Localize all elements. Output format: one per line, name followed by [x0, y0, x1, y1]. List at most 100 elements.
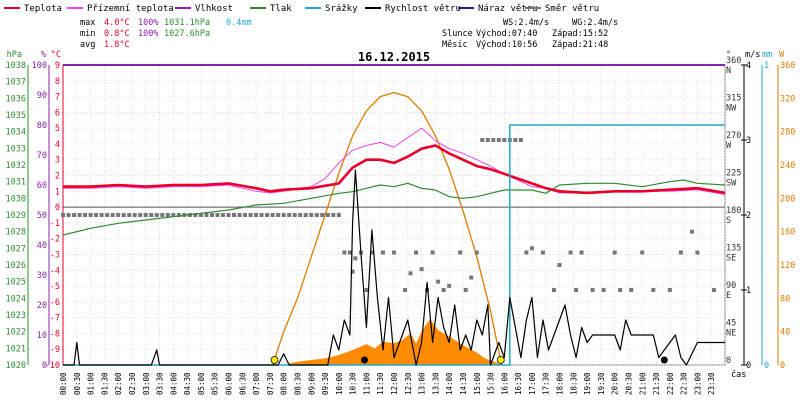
direction-tick-label: 90 — [726, 281, 736, 291]
direction-tick-label: 225 — [726, 169, 741, 179]
wind-direction-marker — [61, 213, 65, 217]
pressure-tick-label: 1029 — [6, 211, 26, 221]
wind-direction-marker — [458, 250, 463, 255]
temperature-tick-label: 0 — [55, 203, 60, 213]
wind-direction-marker — [243, 213, 248, 217]
sun-marker — [496, 356, 505, 364]
x-tick-label: 05:00 — [197, 372, 206, 395]
wind-direction-marker — [132, 213, 137, 217]
legend-label: Teplota — [24, 4, 62, 14]
solar-tick-label: 200 — [780, 194, 795, 204]
wind-direction-marker — [83, 213, 88, 217]
direction-compass-label: W — [726, 141, 732, 151]
wind-speed-stat: WS:2.4m/s — [503, 18, 549, 28]
x-tick-label: 04:00 — [169, 372, 178, 395]
x-tick-label: 14:30 — [459, 372, 468, 395]
wind-direction-marker — [678, 250, 683, 255]
solar-tick-label: 360 — [780, 61, 795, 71]
moon-rise: Východ:10:56 — [476, 40, 537, 50]
x-tick-label: 03:30 — [156, 372, 165, 395]
humidity-tick-label: 10 — [37, 331, 47, 341]
temperature-tick-label: 6 — [55, 108, 60, 118]
sun-marker — [270, 356, 279, 364]
humidity-unit: % — [41, 50, 46, 60]
wind-direction-marker — [149, 213, 154, 217]
sun-set: Západ:15:52 — [552, 29, 608, 39]
wind-direction-marker — [441, 288, 446, 292]
wind-direction-marker — [270, 213, 275, 217]
wind-direction-marker — [143, 213, 148, 217]
solar-measured-area — [283, 319, 502, 365]
pressure-tick-label: 1038 — [6, 61, 26, 71]
direction-compass-label: N — [726, 66, 731, 76]
x-tick-label: 01:30 — [100, 372, 109, 395]
solar-unit: W — [779, 50, 785, 60]
x-tick-label: 02:00 — [114, 372, 123, 395]
wind-direction-marker — [276, 213, 281, 217]
humidity-tick-label: 70 — [37, 151, 47, 161]
wind-direction-marker — [369, 250, 374, 255]
x-tick-label: 09:00 — [307, 372, 316, 395]
wind-direction-marker — [711, 288, 716, 292]
wind-direction-marker — [248, 213, 253, 217]
stats-temp: 1.8°C — [104, 40, 130, 50]
wind-direction-marker — [105, 213, 110, 217]
wind-speed-tick-label: 1 — [746, 286, 751, 296]
wind-direction-marker — [215, 213, 220, 217]
temperature-tick-label: 8 — [55, 77, 60, 87]
x-tick-label: 00:00 — [59, 372, 68, 395]
x-tick-label: 07:00 — [252, 372, 261, 395]
wind-direction-marker — [408, 271, 413, 276]
stats-pressure: 1027.6hPa — [164, 29, 210, 39]
wind-direction-marker — [165, 213, 170, 217]
x-tick-label: 11:30 — [376, 372, 385, 395]
temperature-tick-label: 9 — [55, 61, 60, 71]
wind-direction-marker — [265, 213, 270, 217]
wind-direction-marker — [94, 213, 99, 217]
wind-direction-marker — [292, 213, 297, 217]
wind-direction-marker — [127, 213, 132, 217]
pressure-line — [62, 179, 726, 236]
temperature-tick-label: 2 — [55, 172, 60, 182]
wind-direction-marker — [436, 279, 441, 284]
wind-direction-marker — [496, 138, 501, 142]
direction-tick-label: 0 — [726, 356, 731, 366]
wind-direction-marker — [347, 250, 352, 255]
wind-direction-marker — [99, 213, 104, 217]
wind-speed-line — [63, 169, 725, 366]
wind-speed-tick-label: 0 — [746, 361, 751, 371]
x-tick-label: 23:00 — [693, 372, 702, 395]
direction-unit: ° — [726, 50, 731, 60]
sun-rise: Východ:07:40 — [476, 29, 537, 39]
pressure-tick-label: 1034 — [6, 128, 26, 138]
wind-direction-marker — [110, 213, 115, 217]
wind-direction-marker — [204, 213, 209, 217]
wind-direction-marker — [220, 213, 225, 217]
x-tick-label: 20:00 — [611, 372, 620, 395]
x-tick-label: 13:30 — [431, 372, 440, 395]
wind-direction-marker — [193, 213, 198, 217]
direction-compass-label: S — [726, 216, 731, 226]
temperature-tick-label: -6 — [50, 298, 60, 308]
wind-direction-marker — [518, 138, 523, 142]
wind-direction-marker — [259, 213, 264, 217]
solar-tick-label: 120 — [780, 261, 795, 271]
wind-direction-marker — [601, 288, 606, 292]
wind-direction-marker — [309, 213, 314, 217]
moon-marker — [360, 356, 368, 364]
pressure-tick-label: 1033 — [6, 144, 26, 154]
wind-direction-marker — [254, 213, 259, 217]
solar-tick-label: 280 — [780, 128, 795, 138]
x-tick-label: 22:30 — [680, 372, 689, 395]
x-tick-label: 23:30 — [707, 372, 716, 395]
wind-direction-marker — [403, 288, 408, 292]
wind-direction-marker — [629, 288, 634, 292]
x-tick-label: 22:00 — [666, 372, 675, 395]
x-tick-label: 19:30 — [597, 372, 606, 395]
wind-direction-marker — [160, 213, 165, 217]
pressure-tick-label: 1035 — [6, 111, 26, 121]
x-tick-label: 14:00 — [445, 372, 454, 395]
x-tick-label: 06:30 — [238, 372, 247, 395]
